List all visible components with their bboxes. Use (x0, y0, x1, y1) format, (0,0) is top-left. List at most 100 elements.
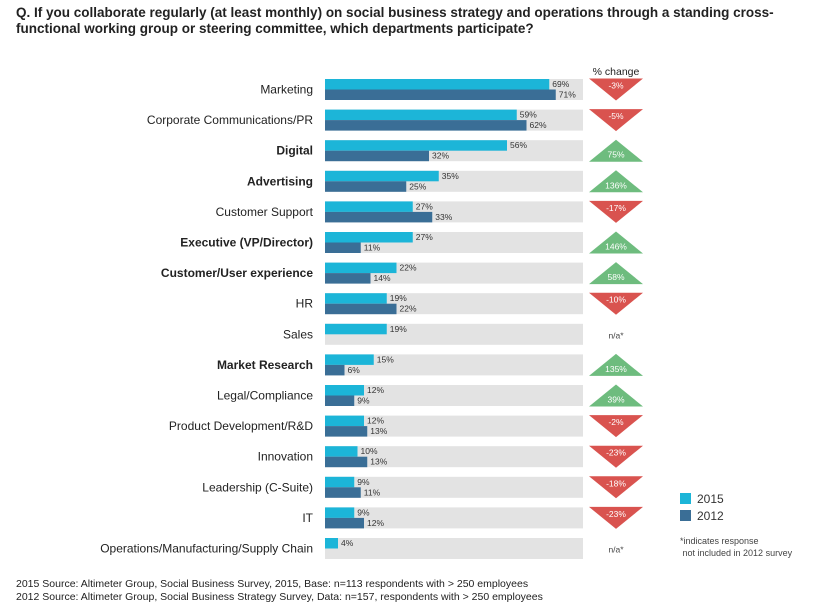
data-label-2012: 14% (374, 273, 391, 283)
percent-change-label: -17% (606, 203, 626, 213)
bar-track (325, 385, 583, 406)
chart-row: Customer/User experience 22% 14% 58% (161, 262, 643, 285)
bar-track (325, 323, 583, 345)
data-label-2015: 69% (552, 79, 569, 89)
chart-row: Operations/Manufacturing/Supply Chain 4% n… (100, 538, 624, 559)
source-2012: 2012 Source: Altimeter Group, Social Bus… (16, 591, 543, 603)
bar-2012 (325, 456, 368, 468)
change-down-arrow (589, 476, 643, 499)
bar-2012 (325, 303, 397, 315)
bar-2012 (325, 364, 345, 376)
data-label-2015: 4% (341, 538, 354, 548)
legend-swatch-2015 (680, 493, 691, 504)
bar-2015 (325, 415, 364, 427)
bar-2012 (325, 150, 429, 162)
category-label: Advertising (247, 174, 313, 188)
bar-2015 (325, 140, 507, 151)
chart-row: Sales 19% n/a* (283, 323, 624, 345)
data-label-2015: 12% (367, 385, 384, 395)
change-down-arrow (589, 506, 643, 529)
data-label-2012: 32% (432, 151, 449, 161)
chart-row: Marketing 69%71% -3% (260, 78, 643, 101)
percent-change-na: n/a* (608, 545, 624, 555)
category-label: Digital (276, 144, 313, 158)
bar-2012 (325, 517, 364, 529)
bar-2012 (325, 242, 361, 253)
chart-row: Advertising 35% 25% 136% (247, 170, 643, 193)
category-label: Customer/User experience (161, 266, 313, 280)
bar-2015 (325, 323, 387, 335)
change-up-arrow (589, 231, 643, 254)
bar-2012 (325, 395, 355, 406)
chart-row: Customer Support 27%33% -17% (216, 200, 643, 223)
change-down-arrow (589, 292, 643, 315)
percent-change-na: n/a* (608, 330, 624, 340)
bar-2015 (325, 79, 550, 90)
data-label-2015: 27% (416, 232, 433, 242)
category-label: HR (296, 297, 314, 311)
data-label-2015: 9% (357, 507, 370, 517)
chart-row: Executive (VP/Director) 27% 11% 146% (180, 231, 643, 254)
chart-row: Product Development/R&D 12%13% -2% (169, 415, 643, 438)
chart-row: Digital 56% 32% 75% (276, 139, 643, 162)
footnote-line-2: not included in 2012 survey (680, 548, 793, 558)
bar-2015 (325, 354, 374, 365)
percent-change-label: -2% (608, 417, 624, 427)
legend-label-2015: 2015 (697, 492, 724, 506)
bar-2012 (325, 426, 368, 437)
bar-2015 (325, 201, 413, 212)
percent-change-label: 136% (605, 180, 627, 190)
bar-track (325, 354, 583, 376)
percent-change-label: -10% (606, 295, 626, 305)
bar-2012 (325, 211, 433, 223)
data-label-2015: 59% (520, 110, 537, 120)
data-label-2012: 12% (367, 518, 384, 528)
percent-change-label: -18% (606, 478, 626, 488)
percent-change-label: -5% (608, 111, 624, 121)
bar-2015 (325, 385, 364, 396)
percent-change-header: % change (593, 66, 640, 78)
bar-track (325, 446, 583, 468)
change-down-arrow (589, 445, 643, 468)
chart-row: Leadership (C-Suite) 9%11% -18% (202, 476, 643, 499)
change-up-arrow (589, 384, 643, 407)
category-label: Market Research (217, 358, 313, 372)
data-label-2012: 11% (364, 243, 381, 253)
bar-track (325, 415, 583, 437)
bar-2015 (325, 446, 358, 457)
percent-change-label: 146% (605, 242, 627, 252)
percent-change-label: -23% (606, 509, 626, 519)
chart-row: HR 19%22% -10% (296, 292, 643, 315)
bar-chart: % change Marketing 69%71% -3% Corporate Com… (100, 66, 793, 559)
footnote-line-1: *indicates response (680, 536, 759, 546)
data-label-2012: 13% (370, 426, 387, 436)
bar-2015 (325, 507, 355, 518)
category-label: Legal/Compliance (217, 389, 313, 403)
data-label-2015: 9% (357, 477, 370, 487)
category-label: Customer Support (216, 205, 314, 219)
percent-change-label: -3% (608, 81, 624, 91)
bar-track (325, 538, 583, 559)
bar-2015 (325, 293, 387, 304)
bar-2015 (325, 170, 439, 182)
data-label-2015: 19% (390, 293, 407, 303)
change-down-arrow (589, 200, 643, 223)
data-label-2012: 25% (409, 181, 426, 191)
bar-track (325, 476, 583, 498)
bar-2012 (325, 273, 371, 284)
category-label: Corporate Communications/PR (147, 113, 313, 127)
data-label-2015: 15% (377, 354, 394, 364)
chart-row: Corporate Communications/PR 59%62% -5% (147, 109, 643, 132)
data-label-2012: 22% (400, 304, 417, 314)
chart-row: IT 9%12% -23% (302, 506, 643, 529)
data-label-2012: 62% (530, 120, 547, 130)
percent-change-label: -23% (606, 448, 626, 458)
bar-2012 (325, 181, 407, 192)
data-label-2015: 10% (361, 446, 378, 456)
percent-change-label: 58% (607, 272, 624, 282)
percent-change-label: 135% (605, 364, 627, 374)
legend-label-2012: 2012 (697, 509, 724, 523)
category-label: Marketing (260, 83, 313, 97)
source-notes: 2015 Source: Altimeter Group, Social Bus… (16, 578, 543, 604)
data-label-2015: 35% (442, 171, 459, 181)
